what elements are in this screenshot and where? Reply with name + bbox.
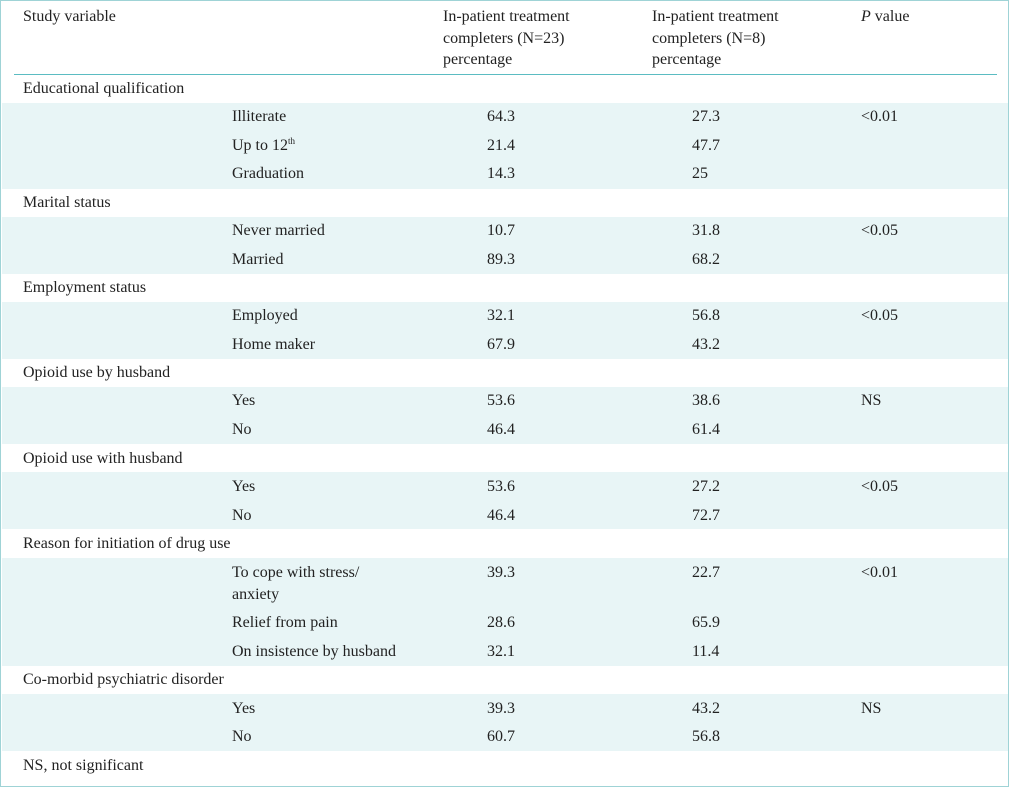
row-label: Married <box>232 251 284 268</box>
p-value: <0.05 <box>861 307 899 324</box>
value-b: 65.9 <box>692 614 720 631</box>
header-p-rest: value <box>870 8 910 25</box>
value-b: 47.7 <box>692 137 720 154</box>
section-header: Opioid use by husband <box>2 359 1008 387</box>
value-b: 72.7 <box>692 507 720 524</box>
row-label: Yes <box>232 700 256 717</box>
header-p-italic: P <box>861 8 871 25</box>
value-b: 68.2 <box>692 251 720 268</box>
row-label-text: Up to 12 <box>232 137 288 154</box>
row-label: Never married <box>232 222 325 239</box>
value-b: 43.2 <box>692 700 720 717</box>
value-a: 60.7 <box>487 728 515 745</box>
section-title: Employment status <box>23 279 147 296</box>
value-a: 89.3 <box>487 251 515 268</box>
table-footer: NS, not significant <box>2 751 1008 786</box>
row-label: Employed <box>232 307 298 324</box>
value-a: 39.3 <box>487 564 515 581</box>
header-study-variable: Study variable <box>23 8 116 25</box>
value-b: 61.4 <box>692 421 720 438</box>
section-title: Co-morbid psychiatric disorder <box>23 671 224 688</box>
section-header: Employment status <box>2 274 1008 302</box>
value-a: 53.6 <box>487 478 515 495</box>
header-p-value: P value <box>861 6 909 28</box>
value-b: 56.8 <box>692 728 720 745</box>
table-header: Study variable In-patient treatment comp… <box>2 1 1008 74</box>
p-value: <0.01 <box>861 108 899 125</box>
row-label: Graduation <box>232 165 304 182</box>
row-label: No <box>232 728 252 745</box>
value-b: 22.7 <box>692 564 720 581</box>
row-label-line1: To cope with stress/ <box>232 564 360 581</box>
row-label: Illiterate <box>232 108 287 125</box>
value-a: 46.4 <box>487 421 515 438</box>
section-title: Opioid use with husband <box>23 450 183 467</box>
p-value: NS <box>861 700 882 717</box>
footnote: NS, not significant <box>23 757 144 774</box>
value-a: 53.6 <box>487 392 515 409</box>
header-col-a-line3: percentage <box>443 51 513 68</box>
row-label: Yes <box>232 478 256 495</box>
section-header: Educational qualification <box>2 75 1008 103</box>
row-label: No <box>232 507 252 524</box>
row-label: Yes <box>232 392 256 409</box>
section-body: Illiterate 64.3 27.3 <0.01 Up to 12th 21… <box>2 103 1008 189</box>
section-header: Co-morbid psychiatric disorder <box>2 666 1008 694</box>
value-a: 21.4 <box>487 137 515 154</box>
row-label: Relief from pain <box>232 614 338 631</box>
section-title: Marital status <box>23 194 111 211</box>
value-b: 27.3 <box>692 108 720 125</box>
value-b: 38.6 <box>692 392 720 409</box>
value-b: 25 <box>692 165 708 182</box>
section-body: Yes 53.6 38.6 NS No 46.4 61.4 <box>2 387 1008 444</box>
value-a: 10.7 <box>487 222 515 239</box>
section-body: Employed 32.1 56.8 <0.05 Home maker 67.9… <box>2 302 1008 359</box>
section-body: Yes 39.3 43.2 NS No 60.7 56.8 <box>2 694 1008 751</box>
section-body: To cope with stress/ anxiety 39.3 22.7 <… <box>2 558 1008 666</box>
p-value: <0.01 <box>861 564 899 581</box>
header-col-b-line1: In-patient treatment <box>652 8 779 25</box>
header-col-b-line2: completers (N=8) <box>652 30 766 47</box>
value-a: 28.6 <box>487 614 515 631</box>
section-title: Reason for initiation of drug use <box>23 535 231 552</box>
header-rule <box>14 74 997 75</box>
section-body: Never married 10.7 31.8 <0.05 Married 89… <box>2 217 1008 274</box>
value-a: 64.3 <box>487 108 515 125</box>
row-label-line2: anxiety <box>232 586 280 603</box>
row-label: On insistence by husband <box>232 643 396 660</box>
value-a: 46.4 <box>487 507 515 524</box>
section-body: Yes 53.6 27.2 <0.05 No 46.4 72.7 <box>2 472 1008 529</box>
row-label: No <box>232 421 252 438</box>
value-b: 56.8 <box>692 307 720 324</box>
header-col-a-line2: completers (N=23) <box>443 30 565 47</box>
value-b: 11.4 <box>692 643 720 660</box>
row-label: Up to 12th <box>232 135 295 157</box>
section-header: Opioid use with husband <box>2 444 1008 472</box>
p-value: <0.05 <box>861 478 899 495</box>
header-col-a-line1: In-patient treatment <box>443 8 570 25</box>
value-a: 32.1 <box>487 307 515 324</box>
value-b: 27.2 <box>692 478 720 495</box>
value-a: 32.1 <box>487 643 515 660</box>
section-title: Educational qualification <box>23 80 185 97</box>
row-label-sup: th <box>288 136 296 146</box>
value-a: 39.3 <box>487 700 515 717</box>
row-label: Home maker <box>232 336 316 353</box>
p-value: <0.05 <box>861 222 899 239</box>
section-header: Marital status <box>2 189 1008 217</box>
value-b: 31.8 <box>692 222 720 239</box>
value-a: 67.9 <box>487 336 515 353</box>
section-header: Reason for initiation of drug use <box>2 529 1008 558</box>
p-value: NS <box>861 392 882 409</box>
section-title: Opioid use by husband <box>23 364 171 381</box>
value-a: 14.3 <box>487 165 515 182</box>
header-col-b-line3: percentage <box>652 51 722 68</box>
value-b: 43.2 <box>692 336 720 353</box>
